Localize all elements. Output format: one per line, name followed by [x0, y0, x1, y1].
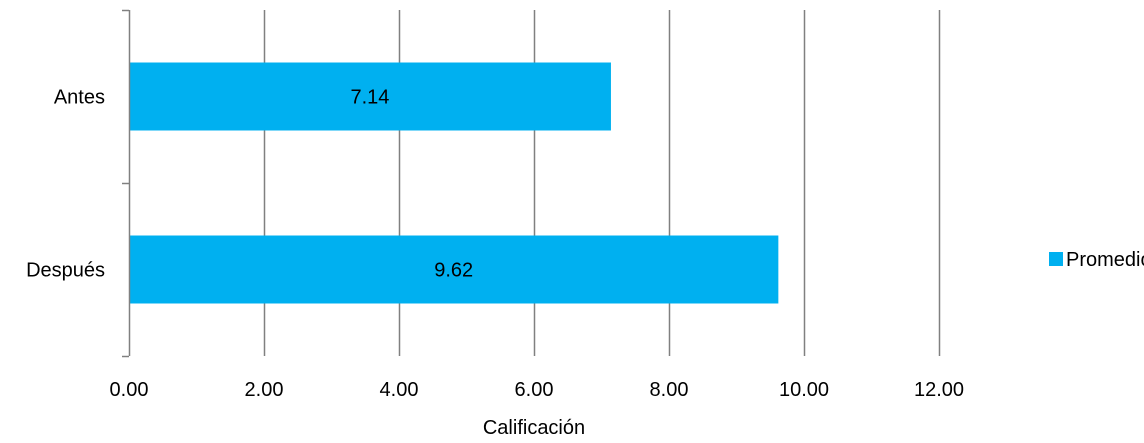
data-labels: 7.14 9.62	[351, 87, 474, 282]
x-tick-label: 8.00	[650, 379, 689, 401]
x-axis-title: Calificación	[483, 417, 585, 439]
data-label: 9.62	[434, 260, 473, 282]
bar-antes	[130, 62, 611, 131]
x-tick-label: 6.00	[515, 379, 554, 401]
legend-label: Promedio	[1066, 249, 1144, 271]
x-tick-label: 4.00	[380, 379, 419, 401]
x-tick-label: 10.00	[779, 379, 829, 401]
x-tick-label: 12.00	[914, 379, 964, 401]
bar-después	[130, 235, 779, 304]
category-label: Después	[26, 260, 105, 282]
category-label: Antes	[54, 87, 105, 109]
x-tick-label: 2.00	[245, 379, 284, 401]
category-labels: Antes Después	[26, 87, 105, 282]
category-ticks	[122, 9, 129, 358]
bars	[130, 62, 779, 304]
gridlines	[263, 10, 941, 356]
x-tick-labels: 0.00 2.00 4.00 6.00 8.00 10.00 12.00	[110, 379, 965, 401]
data-label: 7.14	[351, 87, 390, 109]
legend-swatch	[1049, 252, 1063, 266]
legend: Promedio	[1049, 249, 1144, 271]
x-tick-label: 0.00	[110, 379, 149, 401]
